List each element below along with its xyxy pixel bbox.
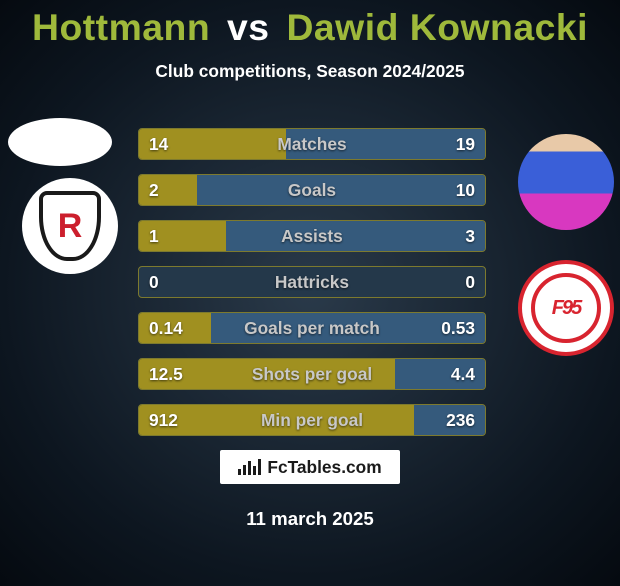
player2-avatar	[518, 134, 614, 230]
stat-row: 13Assists	[138, 220, 486, 252]
stat-label: Assists	[139, 221, 485, 251]
stat-row: 912236Min per goal	[138, 404, 486, 436]
stat-label: Hattricks	[139, 267, 485, 297]
stat-label: Matches	[139, 129, 485, 159]
brand-badge: FcTables.com	[220, 450, 400, 484]
stat-label: Min per goal	[139, 405, 485, 435]
stat-row: 210Goals	[138, 174, 486, 206]
player2-name: Dawid Kownacki	[286, 6, 588, 48]
brand-text: FcTables.com	[267, 457, 381, 478]
team2-crest-text: F95	[552, 297, 580, 320]
stat-row: 12.54.4Shots per goal	[138, 358, 486, 390]
chart-icon	[238, 459, 261, 475]
comparison-bars: 1419Matches 210Goals 13Assists 00Hattricks 0…	[138, 128, 486, 450]
stat-label: Goals	[139, 175, 485, 205]
footer-date: 11 march 2025	[0, 508, 620, 530]
stat-row: 00Hattricks	[138, 266, 486, 298]
team2-crest: F95	[518, 260, 614, 356]
team1-crest-letter: R	[39, 191, 101, 261]
stat-label: Shots per goal	[139, 359, 485, 389]
page-title: Hottmann vs Dawid Kownacki	[0, 6, 620, 49]
vs-text: vs	[227, 6, 270, 48]
subtitle: Club competitions, Season 2024/2025	[0, 61, 620, 82]
player1-avatar	[8, 118, 112, 166]
stat-row: 0.140.53Goals per match	[138, 312, 486, 344]
team1-crest: R	[22, 178, 118, 274]
stat-label: Goals per match	[139, 313, 485, 343]
stat-row: 1419Matches	[138, 128, 486, 160]
player1-name: Hottmann	[32, 6, 210, 48]
